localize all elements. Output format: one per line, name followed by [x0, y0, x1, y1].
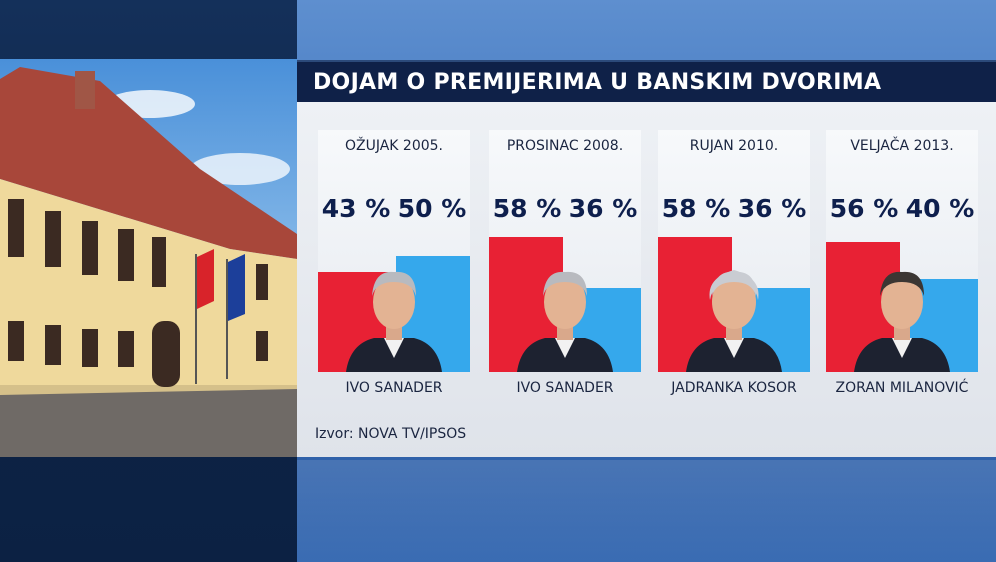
- card-date-label: PROSINAC 2008.: [506, 138, 624, 154]
- card-date-label: VELJAČA 2013.: [850, 138, 954, 154]
- title-bar: DOJAM O PREMIJERIMA U BANSKIM DVORIMA: [297, 60, 996, 104]
- negative-percent-label: 50 %: [397, 194, 467, 223]
- poll-card: RUJAN 2010. 58 % 36 %: [658, 130, 810, 372]
- politician-name: IVO SANADER: [516, 380, 614, 396]
- negative-percent-label: 40 %: [905, 194, 975, 223]
- poll-card: VELJAČA 2013. 56 % 40 %: [826, 130, 978, 372]
- negative-percent-label: 36 %: [568, 194, 638, 223]
- negative-percent-label: 36 %: [737, 194, 807, 223]
- chart-title: DOJAM O PREMIJERIMA U BANSKIM DVORIMA: [313, 70, 882, 95]
- politician-name: JADRANKA KOSOR: [671, 380, 797, 396]
- government-palace-photo: [0, 59, 297, 457]
- poll-card: PROSINAC 2008. 58 % 36 %: [489, 130, 641, 372]
- source-label: Izvor: NOVA TV/IPSOS: [315, 426, 467, 442]
- positive-percent-label: 56 %: [829, 194, 899, 223]
- portrait-icon: [686, 270, 782, 372]
- palace-illustration: [0, 59, 297, 457]
- portrait-icon: [346, 271, 442, 372]
- portrait-icon: [854, 271, 950, 372]
- positive-percent-label: 58 %: [492, 194, 562, 223]
- positive-percent-label: 58 %: [661, 194, 731, 223]
- politician-name: ZORAN MILANOVIĆ: [835, 380, 969, 396]
- positive-percent-label: 43 %: [321, 194, 391, 223]
- poll-card: OŽUJAK 2005. 43 % 50 %: [318, 130, 470, 372]
- card-date-label: RUJAN 2010.: [689, 138, 779, 154]
- portrait-icon: [517, 271, 613, 372]
- politician-name: IVO SANADER: [345, 380, 443, 396]
- card-date-label: OŽUJAK 2005.: [344, 138, 444, 154]
